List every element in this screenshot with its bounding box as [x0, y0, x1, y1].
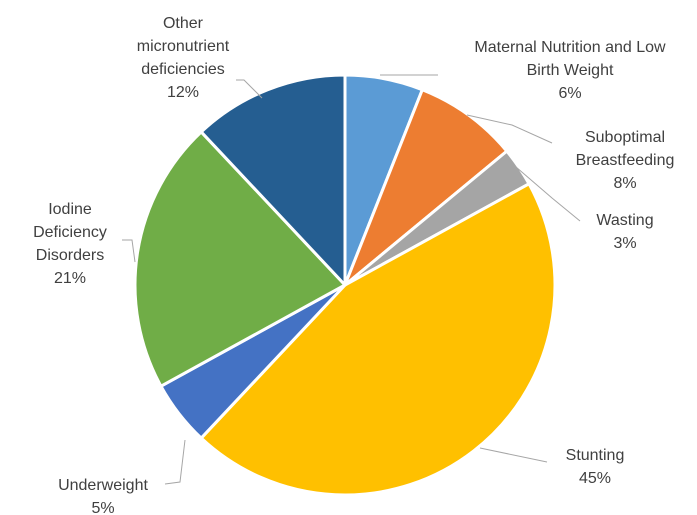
data-label-name: Maternal Nutrition and Low: [474, 39, 666, 56]
leader-line: [466, 114, 553, 144]
data-label: Underweight 5%: [58, 477, 148, 515]
data-label-name: Wasting: [596, 212, 653, 229]
pie-slice-stunting: [199, 182, 557, 497]
leader-line: [236, 79, 263, 99]
leader-line: [515, 166, 581, 222]
data-label-name: Breastfeeding: [576, 152, 675, 169]
data-label-value: 8%: [613, 175, 636, 192]
data-label-name: Stunting: [566, 447, 625, 464]
data-label: Wasting 3%: [596, 212, 653, 252]
data-label: Stunting 45%: [566, 447, 625, 487]
data-label-value: 5%: [91, 500, 114, 515]
data-label: Iodine Deficiency Disorders 21%: [33, 201, 107, 287]
data-label-name: Underweight: [58, 477, 148, 494]
data-label-name: Iodine: [48, 201, 92, 218]
data-label-value: 45%: [579, 470, 611, 487]
leader-lines: [122, 74, 581, 485]
data-label-value: 3%: [613, 235, 636, 252]
data-label-name: Disorders: [36, 247, 104, 264]
pie-slice-other-micronutrient-deficiencies: [199, 73, 347, 287]
data-label: Maternal Nutrition and Low Birth Weight 6%: [474, 39, 666, 102]
data-label-value: 6%: [558, 85, 581, 102]
data-labels: Maternal Nutrition and Low Birth Weight 6%…: [33, 15, 674, 515]
data-label-value: 12%: [167, 84, 199, 101]
pie-slice-iodine-deficiency-disorders: [133, 130, 347, 388]
data-label-name: deficiencies: [141, 61, 225, 78]
pie-slices: [133, 73, 557, 497]
data-label: Suboptimal Breastfeeding 8%: [576, 129, 675, 192]
data-label-name: Suboptimal: [585, 129, 665, 146]
data-label: Other micronutrient deficiencies 12%: [137, 15, 230, 101]
leader-line: [122, 239, 136, 263]
data-label-name: Deficiency: [33, 224, 107, 241]
data-label-name: micronutrient: [137, 38, 230, 55]
leader-line: [164, 439, 186, 485]
leader-line: [479, 447, 548, 463]
data-label-value: 21%: [54, 270, 86, 287]
data-label-name: Birth Weight: [527, 62, 614, 79]
data-label-name: Other: [163, 15, 204, 32]
